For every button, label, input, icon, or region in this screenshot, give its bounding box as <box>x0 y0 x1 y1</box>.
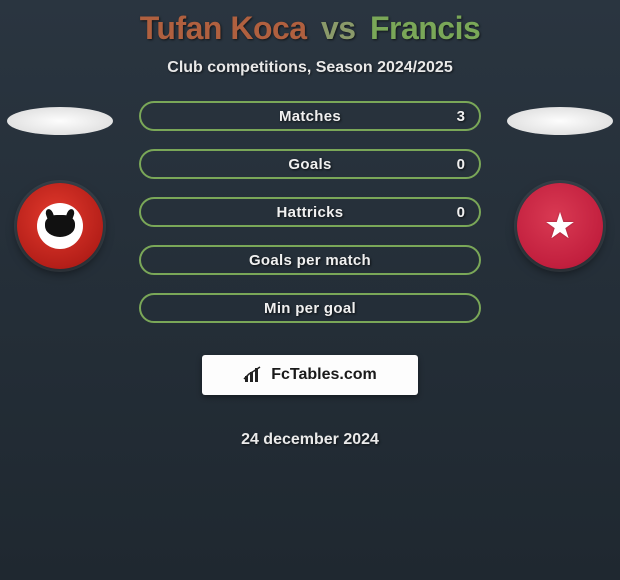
stat-label: Matches <box>279 108 341 125</box>
player1-club-crest <box>17 183 103 269</box>
bar-chart-icon <box>243 366 265 384</box>
brand-text: FcTables.com <box>271 366 377 384</box>
player2-photo-placeholder <box>507 107 613 135</box>
main-row: Matches 3 Goals 0 Hattricks 0 Goals per … <box>0 101 620 449</box>
stat-label: Goals <box>288 156 331 173</box>
player1-name: Tufan Koca <box>140 10 307 46</box>
brand-badge: FcTables.com <box>202 355 418 395</box>
stat-label: Hattricks <box>277 204 344 221</box>
player1-photo-placeholder <box>7 107 113 135</box>
date-text: 24 december 2024 <box>241 431 379 449</box>
stat-value: 0 <box>457 204 465 221</box>
stat-row-hattricks: Hattricks 0 <box>139 197 481 227</box>
stat-value: 3 <box>457 108 465 125</box>
left-column <box>0 101 120 269</box>
stat-row-goals: Goals 0 <box>139 149 481 179</box>
stat-label: Goals per match <box>249 252 371 269</box>
star-icon: ★ <box>544 208 576 244</box>
stat-row-gpm: Goals per match <box>139 245 481 275</box>
player2-name: Francis <box>370 10 480 46</box>
stat-label: Min per goal <box>264 300 356 317</box>
comparison-title: Tufan Koca vs Francis <box>140 10 481 47</box>
stat-row-matches: Matches 3 <box>139 101 481 131</box>
player2-club-crest: ★ <box>517 183 603 269</box>
stat-value: 0 <box>457 156 465 173</box>
subtitle: Club competitions, Season 2024/2025 <box>167 59 452 77</box>
bull-icon <box>45 215 75 237</box>
stat-row-mpg: Min per goal <box>139 293 481 323</box>
stats-column: Matches 3 Goals 0 Hattricks 0 Goals per … <box>120 101 500 449</box>
crest-inner-left <box>37 203 83 249</box>
vs-separator: vs <box>321 10 356 46</box>
right-column: ★ <box>500 101 620 269</box>
